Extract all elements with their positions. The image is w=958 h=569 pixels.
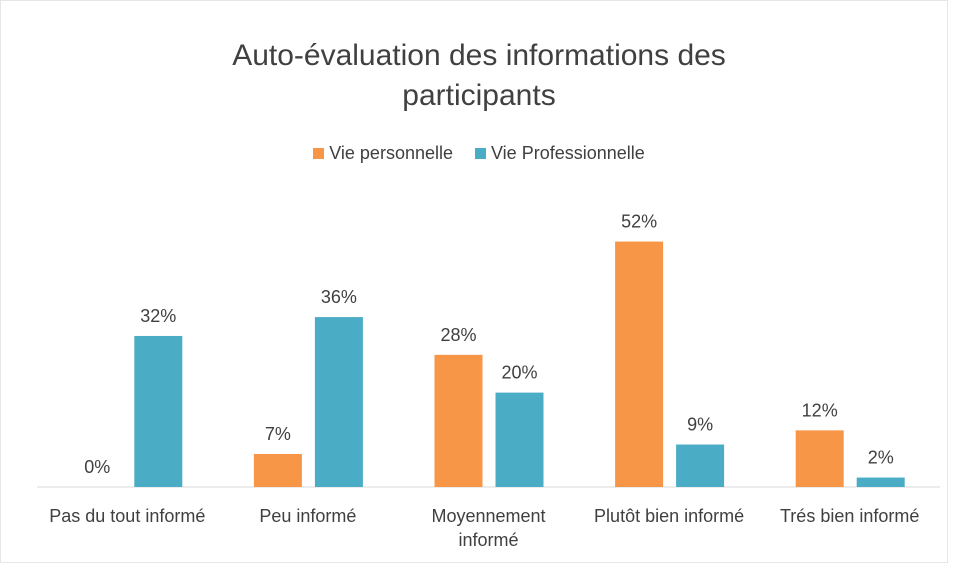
data-label: 20% xyxy=(501,363,537,383)
bar xyxy=(676,444,725,487)
data-label: 7% xyxy=(265,424,291,444)
legend-item: Vie personnelle xyxy=(313,143,453,164)
bar xyxy=(495,392,544,487)
x-tick-label: Plutôt bien informé xyxy=(594,506,745,526)
chart-frame xyxy=(0,0,948,563)
data-label: 28% xyxy=(440,325,476,345)
bar xyxy=(134,335,183,487)
legend-swatch xyxy=(475,148,486,159)
data-label: 2% xyxy=(868,448,894,468)
bar xyxy=(856,477,905,487)
x-tick-label: Peu informé xyxy=(259,506,357,526)
bar xyxy=(314,317,363,487)
data-label: 12% xyxy=(802,400,838,420)
data-label: 32% xyxy=(140,306,176,326)
bar xyxy=(615,241,664,487)
chart-title: Auto-évaluation des informations des par… xyxy=(232,39,726,112)
legend: Vie personnelle Vie Professionnelle xyxy=(0,143,958,164)
bar xyxy=(795,430,844,487)
data-label: 9% xyxy=(687,415,713,435)
bar xyxy=(434,354,483,487)
x-tick-label: Pas du tout informé xyxy=(49,506,206,526)
legend-swatch xyxy=(313,148,325,159)
legend-label: Vie personnelle xyxy=(329,143,453,163)
x-tick-label: Moyennement informé xyxy=(431,506,546,550)
data-label: 52% xyxy=(621,212,657,232)
data-label: 0% xyxy=(84,457,110,477)
data-label: 36% xyxy=(321,287,357,307)
legend-label: Vie Professionnelle xyxy=(491,143,645,163)
bar xyxy=(253,453,302,487)
legend-item: Vie Professionnelle xyxy=(475,143,645,164)
x-tick-label: Trés bien informé xyxy=(779,506,920,526)
